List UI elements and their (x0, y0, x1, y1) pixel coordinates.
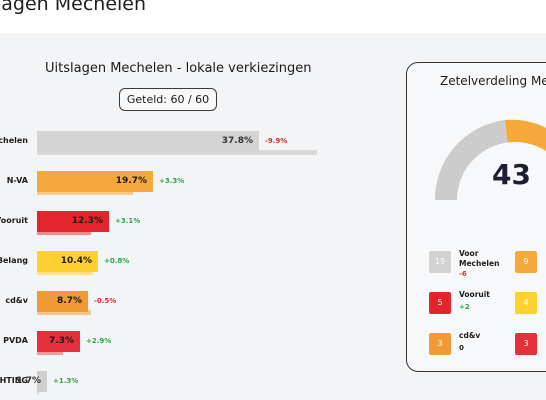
change-label: -0.5% (94, 297, 117, 305)
party-name: ICHTING (0, 376, 28, 385)
seat-count-badge: 4 (515, 292, 537, 314)
result-row: N-VA 19.7% +3.3% (0, 171, 400, 203)
seat-party-name: Mechelen (459, 259, 500, 268)
percentage-label: 10.4% (60, 256, 92, 266)
result-bar (37, 211, 109, 232)
result-row: s Belang 10.4% +0.8% (0, 251, 400, 283)
previous-result-bar (37, 230, 91, 235)
result-bar (37, 291, 88, 312)
seat-count-badge: 3 (515, 333, 537, 355)
party-name: Mechelen (0, 136, 28, 145)
result-row: PVDA 7.3% +2.9% (0, 331, 400, 363)
seat-party-label: Voor Mechelen (459, 249, 499, 269)
previous-result-bar (37, 390, 39, 395)
party-name: N-VA (6, 176, 28, 185)
counted-badge: Geteld: 60 / 60 (119, 88, 217, 111)
results-area: Uitslagen Mechelen - lokale verkiezingen… (0, 33, 546, 400)
party-name: PVDA (3, 336, 28, 345)
change-label: -9.9% (265, 137, 288, 145)
previous-result-bar (37, 350, 63, 355)
change-label: +3.1% (115, 217, 141, 225)
seat-party-label: Vooruit (459, 290, 490, 300)
previous-result-bar (37, 190, 133, 195)
party-name: s Belang (0, 256, 28, 265)
chart-title: Uitslagen Mechelen - lokale verkiezingen (45, 61, 312, 76)
percentage-label: 12.3% (71, 216, 103, 226)
seat-arc-chart (434, 119, 546, 203)
party-name: cd&v (5, 296, 28, 305)
previous-result-bar (37, 270, 93, 275)
change-label: +2.9% (86, 337, 112, 345)
seat-count-badge: 3 (429, 333, 451, 355)
change-label: +3.3% (159, 177, 185, 185)
percentage-label: 7.3% (49, 336, 74, 346)
previous-result-bar (37, 150, 317, 155)
seat-count-badge: 19 (429, 251, 451, 273)
result-bar (37, 171, 153, 192)
percentage-label: 37.8% (221, 136, 253, 146)
seat-party-name: Vooruit (459, 290, 490, 299)
seat-count-badge: 9 (515, 251, 537, 273)
percentage-label: 8.7% (57, 296, 82, 306)
percentage-label: 1.7% (16, 376, 41, 386)
result-row: Mechelen 37.8% -9.9% (0, 131, 400, 163)
result-bar (37, 251, 98, 272)
change-label: +1.3% (53, 377, 79, 385)
seat-party-label: cd&v (459, 331, 480, 341)
result-row: ICHTING1.7% +1.3% (0, 371, 400, 400)
percentage-label: 19.7% (115, 176, 147, 186)
change-label: +0.8% (104, 257, 130, 265)
result-row: Vooruit 12.3% +3.1% (0, 211, 400, 243)
result-bar (37, 131, 259, 152)
party-name: Vooruit (0, 216, 28, 225)
result-bar (37, 331, 80, 352)
seat-change: +2 (459, 303, 470, 311)
previous-result-bar (37, 310, 91, 315)
total-seats: 43 (492, 158, 531, 191)
seat-title: Zetelverdeling Mechelen (440, 74, 546, 88)
seat-party-name: cd&v (459, 331, 481, 340)
seat-distribution-panel: Zetelverdeling Mechelen 43 19VoorMechele… (406, 62, 546, 372)
seat-change: -6 (459, 270, 467, 278)
seat-change: 0 (459, 344, 464, 352)
page-title: lagen Mechelen (0, 0, 147, 15)
result-bar (37, 371, 47, 392)
seat-count-badge: 5 (429, 292, 451, 314)
result-row: cd&v 8.7% -0.5% (0, 291, 400, 323)
seat-party-name: Voor (459, 249, 479, 258)
